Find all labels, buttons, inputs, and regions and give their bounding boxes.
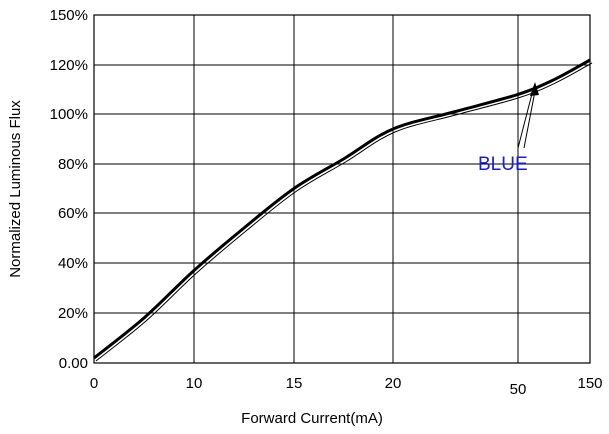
x-tick-label: 15 (286, 375, 303, 392)
x-tick-labels: 0 10 15 20 50 150 (90, 375, 603, 398)
annotation: BLUE (478, 82, 539, 175)
x-tick-label: 10 (186, 375, 203, 392)
annotation-arrowhead (530, 82, 539, 96)
grid-lines (94, 15, 590, 363)
y-tick-labels: 0.00 20% 40% 60% 80% 100% 120% 150% (50, 7, 88, 372)
series-line-blue (93, 58, 591, 360)
y-tick-label: 40% (58, 255, 88, 272)
x-tick-label: 50 (510, 381, 527, 398)
y-tick-label: 120% (50, 57, 88, 74)
plot-frame (93, 14, 591, 364)
x-tick-label: 20 (385, 375, 402, 392)
x-tick-label: 0 (90, 375, 98, 392)
y-tick-label: 150% (50, 7, 88, 24)
x-axis-label: Forward Current(mA) (241, 410, 383, 427)
y-tick-label: 80% (58, 156, 88, 173)
series-group (93, 58, 593, 362)
y-tick-label: 0.00 (59, 355, 88, 372)
y-tick-label: 20% (58, 305, 88, 322)
y-axis-label: Normalized Luminous Flux (7, 100, 24, 278)
series-line-blue-outline (95, 62, 593, 362)
y-tick-label: 60% (58, 205, 88, 222)
annotation-arrow-1 (517, 85, 535, 149)
annotation-arrow-2 (523, 85, 537, 149)
y-tick-label: 100% (50, 106, 88, 123)
series-annotation-label: BLUE (478, 154, 528, 175)
x-tick-label: 150 (577, 375, 602, 392)
